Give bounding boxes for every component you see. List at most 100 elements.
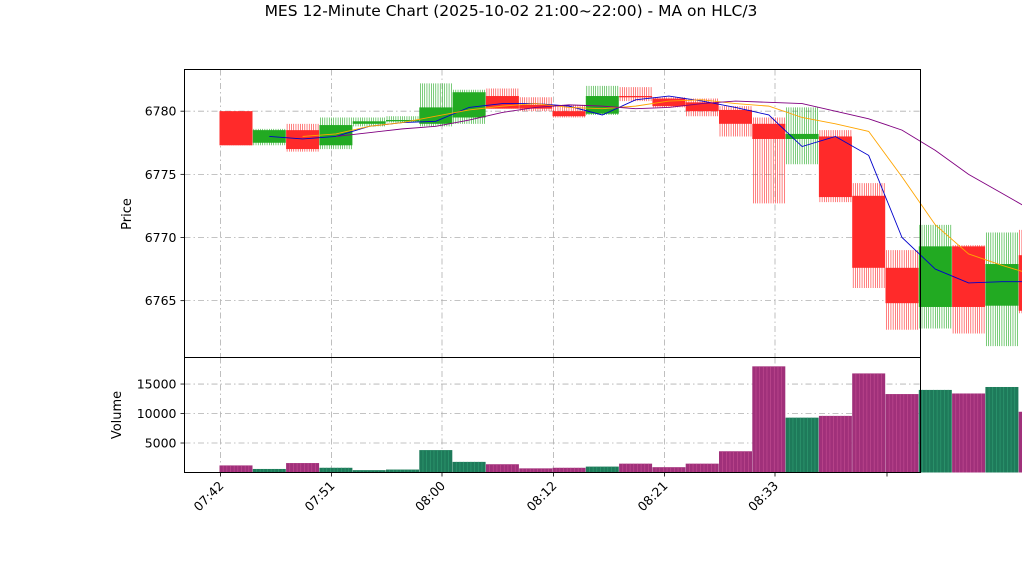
candle-body [719,110,752,124]
volume-axis-label: Volume [110,391,125,439]
volume-bar [519,468,552,472]
candle-body [952,246,985,307]
x-tick-label: 07:51 [302,478,338,514]
volume-bar-fill [686,464,719,473]
volume-bar-fill [919,390,952,473]
candle-body [886,268,919,303]
x-tick-label: 08:33 [745,478,781,514]
volume-bar [586,467,619,473]
candle-body [486,96,519,109]
price-tick-label: 6765 [145,293,177,308]
candle-body [586,96,619,114]
x-tick-label: 08:21 [635,478,671,514]
volume-bar [786,418,819,473]
volume-bar-fill [719,451,752,472]
candle [553,105,586,118]
candle [386,116,419,122]
candle-body [652,99,685,107]
candle-body [786,134,819,139]
volume-bar [553,468,586,473]
volume-bars [220,366,1022,472]
candle [453,90,486,124]
volume-tick-label: 15000 [137,377,177,392]
candle [619,87,652,101]
volume-bar-fill [752,366,785,472]
price-tick-label: 6780 [145,104,177,119]
candle [919,225,952,329]
candle [220,111,253,145]
volume-bar-fill [220,465,253,472]
volume-bar [852,373,885,472]
volume-bar-fill [253,469,286,473]
candle-body [286,130,319,149]
candle-body [919,246,952,307]
moving-average-lines [269,96,1022,287]
candle [886,250,919,330]
volume-bar [919,390,952,473]
volume-bar [319,468,352,473]
volume-bar-fill [453,462,486,473]
candle-body [852,196,885,268]
candle-body [553,111,586,116]
candle-body [985,264,1018,306]
volume-bar-fill [553,468,586,473]
volume-bar [719,451,752,472]
candle-body [619,96,652,97]
candle-body [353,121,386,124]
price-candles [220,83,1022,346]
volume-bar [220,465,253,472]
candle-body [453,92,486,117]
volume-bar [952,393,985,472]
x-tick-label: 07:42 [191,478,227,514]
volume-bar [985,387,1018,473]
volume-bar-fill [985,387,1018,473]
volume-bar-fill [652,467,685,472]
volume-bar [819,416,852,473]
candle [419,83,452,126]
volume-bar [253,469,286,473]
candle [819,130,852,202]
x-tick-label: 08:00 [412,478,448,514]
candle [752,118,785,204]
candle [985,232,1018,346]
candle-body [819,136,852,197]
candle [952,245,985,333]
x-ticks: 07:42 07:51 08:00 08:12 08:21 08:33 [191,473,887,515]
volume-bar-fill [419,450,452,472]
volume-bar-fill [952,393,985,472]
candle [852,183,885,288]
candle-body [253,130,286,143]
volume-bar-fill [886,394,919,472]
x-tick-label: 08:12 [524,478,560,514]
volume-bar-fill [486,464,519,472]
volume-bar-fill [519,468,552,472]
moving-average-line [303,100,1022,282]
price-tick-label: 6770 [145,230,177,245]
volume-bar [652,467,685,472]
volume-bar [886,394,919,472]
volume-bar [453,462,486,473]
volume-bar [419,450,452,472]
volume-bar [286,463,319,472]
volume-bar-fill [319,468,352,473]
volume-bar-fill [819,416,852,473]
volume-bar [619,464,652,473]
volume-bar-fill [786,418,819,473]
volume-bar-fill [619,464,652,473]
candle [719,106,752,136]
volume-bar [686,464,719,473]
volume-y-ticks: 5000 10000 15000 [137,377,185,451]
volume-bar-fill [286,463,319,472]
volume-tick-label: 10000 [137,406,177,421]
candle [586,86,619,115]
chart-title: MES 12-Minute Chart (2025-10-02 21:00~22… [265,2,758,20]
volume-bar [752,366,785,472]
volume-tick-label: 5000 [145,436,177,451]
price-axis-label: Price [120,198,135,230]
volume-bar-fill [852,373,885,472]
price-tick-label: 6775 [145,167,177,182]
candle-body [220,111,253,145]
volume-bar [486,464,519,472]
